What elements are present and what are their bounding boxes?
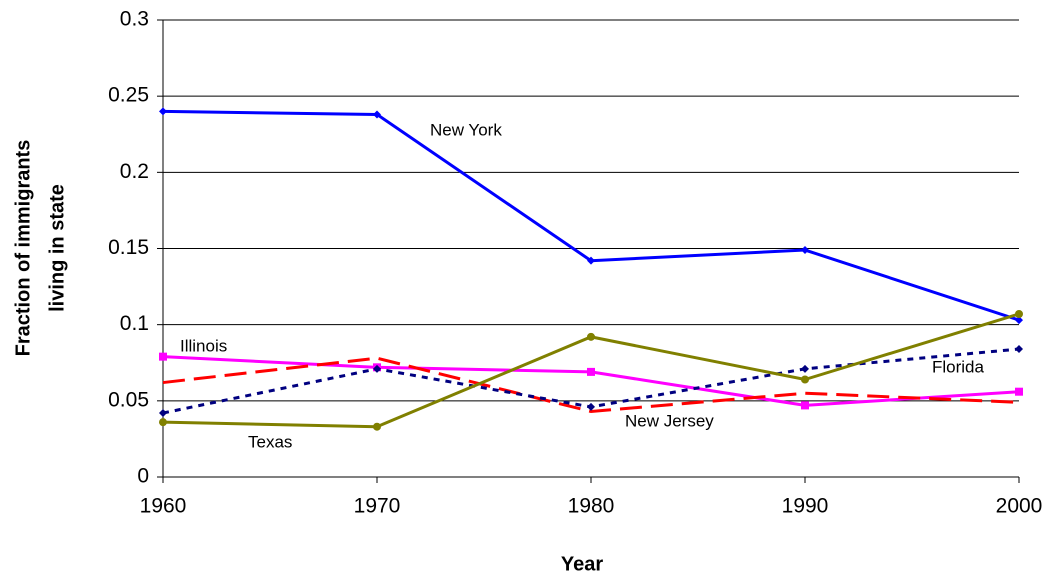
y-axis-title: Fraction of immigrants living in state [12, 140, 68, 357]
marker [587, 332, 595, 341]
y-axis-title-line: living in state [46, 184, 68, 312]
y-tick-label: 0.05 [108, 388, 149, 411]
x-tick-label: 1970 [354, 495, 401, 518]
y-axis-title-line: Fraction of immigrants [12, 140, 34, 357]
y-tick-label: 0.25 [108, 84, 149, 107]
series-line [162, 109, 1020, 322]
x-axis-title: Year [561, 553, 603, 575]
x-tick-label: 1980 [568, 495, 615, 518]
marker [587, 402, 595, 411]
marker [801, 364, 809, 373]
series-annotation: New York [430, 120, 502, 139]
series-annotation: Texas [248, 432, 292, 451]
series-annotation: Illinois [180, 336, 227, 355]
marker [373, 364, 381, 373]
series-line [162, 355, 1020, 407]
y-tick-label: 0.1 [120, 312, 149, 335]
marker [801, 375, 809, 384]
y-tick-label: 0.3 [120, 8, 149, 31]
marker [801, 401, 809, 410]
series-line [162, 356, 1020, 414]
marker [159, 418, 167, 427]
y-tick-label: 0.2 [120, 160, 149, 183]
marker [587, 256, 595, 265]
y-tick-label: 0.15 [108, 236, 149, 259]
series-annotation: Florida [932, 357, 985, 376]
x-tick-label: 1990 [782, 495, 829, 518]
y-tick-label: 0 [137, 465, 149, 488]
marker [1015, 387, 1023, 396]
marker [373, 110, 381, 119]
marker [801, 246, 809, 255]
marker [1015, 316, 1023, 325]
x-tick-label: 1960 [140, 495, 187, 518]
series-annotation: New Jersey [625, 411, 714, 430]
marker [159, 352, 167, 361]
x-tick-label: 2000 [996, 495, 1043, 518]
marker [587, 367, 595, 376]
marker [1015, 310, 1023, 319]
marker [1015, 345, 1023, 354]
marker [159, 107, 167, 116]
marker [373, 422, 381, 431]
marker [159, 409, 167, 418]
